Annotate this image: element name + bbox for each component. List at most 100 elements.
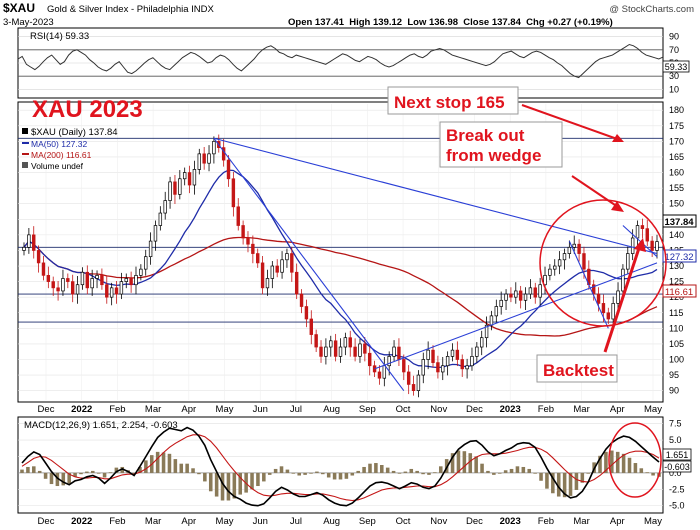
legend-close: $XAU (Daily) 137.84 <box>31 127 118 138</box>
macd-highlight-ellipse <box>608 422 662 498</box>
macd-histogram-bar <box>556 472 561 497</box>
macd-histogram-bar <box>85 471 89 473</box>
macd-last-badges: 1.651 -0.603 <box>662 448 692 473</box>
macd-histogram-bar <box>633 463 638 473</box>
macd-histogram-bar <box>73 472 77 477</box>
rsi-line <box>17 43 664 79</box>
macd-histogram-bar <box>539 472 543 481</box>
price-candle <box>251 243 255 254</box>
macd-x-label: Jul <box>290 516 302 527</box>
price-x-label: Sep <box>359 404 376 415</box>
price-x-label: 2022 <box>71 404 92 415</box>
macd-histogram-bar <box>144 460 148 473</box>
macd-histogram-bar <box>321 472 325 475</box>
price-candle <box>582 253 586 270</box>
rsi-value-badge: 59.33 <box>662 60 690 73</box>
rsi-title: RSI(14) 59.33 <box>30 31 89 42</box>
macd-histogram-bar <box>645 472 649 474</box>
macd-histogram-bar <box>586 472 590 474</box>
macd-histogram-bar <box>415 470 419 473</box>
macd-x-label: Apr <box>181 516 196 527</box>
rsi-last-value: 59.33 <box>665 62 688 72</box>
price-candle <box>562 253 567 261</box>
macd-histogram-bar <box>226 472 231 501</box>
price-candle <box>333 340 338 357</box>
price-candle <box>80 271 85 286</box>
price-candle <box>460 359 464 370</box>
next-stop-arrow <box>521 104 621 141</box>
breakout-label-line2: from wedge <box>446 146 541 165</box>
stockcharts-watermark: @ StockCharts.com <box>609 4 694 15</box>
price-tick-label: 165 <box>669 152 684 162</box>
macd-histogram-bar <box>397 472 402 474</box>
price-candle <box>421 359 425 376</box>
macd-histogram-bar <box>185 463 189 473</box>
price-candle <box>382 365 387 379</box>
price-x-label: Jul <box>290 404 302 415</box>
price-candle <box>163 200 167 214</box>
macd-histogram-bar <box>297 472 301 476</box>
price-tick-label: 155 <box>669 183 684 193</box>
ma200-line <box>23 236 658 337</box>
price-x-label: Apr <box>181 404 196 415</box>
macd-tick-label: -5.0 <box>669 501 685 511</box>
price-candle <box>270 265 275 279</box>
price-x-label: Aug <box>323 404 340 415</box>
price-candle <box>577 243 581 254</box>
hist-badge <box>662 460 692 473</box>
price-candle <box>182 172 187 180</box>
macd-histogram-bar <box>91 470 95 473</box>
macd-histogram-bar <box>610 450 614 473</box>
header-name: Gold & Silver Index - Philadelphia INDX <box>47 4 215 15</box>
trendline-lower <box>374 262 658 370</box>
price-candle <box>85 271 90 289</box>
price-candle <box>192 169 197 186</box>
macd-histogram-bar <box>232 472 237 499</box>
macd-histogram-bar <box>527 468 532 473</box>
macd-x-label: Nov <box>430 516 447 527</box>
macd-histogram-bar <box>521 466 526 473</box>
price-candle <box>630 237 635 254</box>
macd-layer: Dec 2022 Feb Mar Apr May Jun Jul Aug Sep Oct Nov Dec… <box>18 419 685 527</box>
macd-histogram-bar <box>332 472 337 480</box>
macd-histogram-bar <box>214 472 219 497</box>
macd-histogram-bar <box>598 455 602 473</box>
price-candle <box>343 337 348 348</box>
price-candle <box>616 290 620 304</box>
price-x-label: May <box>216 404 234 415</box>
next-stop-callout: Next stop 165 <box>387 86 519 115</box>
price-candle <box>197 153 201 170</box>
macd-x-label: Oct <box>396 516 411 527</box>
price-x-label: Mar <box>573 404 589 415</box>
price-x-label: Mar <box>145 404 161 415</box>
macd-histogram-bar <box>291 472 296 474</box>
macd-histogram-bar <box>391 470 396 473</box>
price-legend: $XAU (Daily) 137.84 MA(50) 127.32 MA(200… <box>22 127 118 171</box>
price-candle <box>406 371 411 385</box>
header-symbol: $XAU <box>3 1 35 15</box>
price-candle <box>129 278 133 286</box>
price-candle <box>567 246 572 254</box>
price-candle <box>606 312 611 320</box>
macd-histogram-bar <box>173 459 178 473</box>
price-candle <box>338 346 343 357</box>
macd-histogram-bar <box>409 468 414 473</box>
price-candle <box>231 178 236 208</box>
macd-tick-label: 7.5 <box>669 419 682 429</box>
macd-histogram-bar <box>450 453 455 473</box>
backtest-arrow <box>603 244 642 353</box>
macd-histogram-bar <box>604 451 608 473</box>
price-candle <box>319 346 323 357</box>
next-stop-label: Next stop 165 <box>394 93 505 112</box>
price-candle <box>124 278 128 282</box>
macd-histogram-bar <box>627 457 632 473</box>
macd-histogram-bar <box>303 472 307 475</box>
next-stop-arrowhead <box>612 134 624 142</box>
price-candle <box>32 234 36 251</box>
macd-x-label: Apr <box>610 516 625 527</box>
price-last-badges: 137.84 127.32 116.61 <box>662 214 697 298</box>
price-candle <box>144 256 148 270</box>
price-candle <box>348 337 352 348</box>
macd-histogram-bar <box>273 468 278 473</box>
